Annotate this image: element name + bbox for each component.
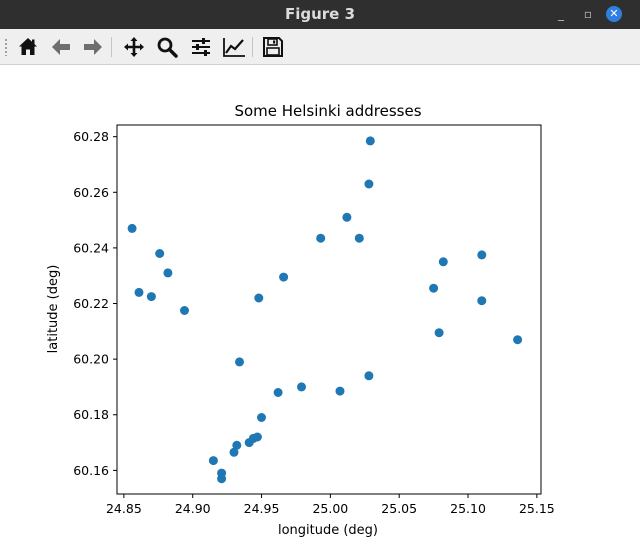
data-point [434, 328, 444, 338]
data-point [273, 388, 283, 397]
close-button[interactable]: ✕ [606, 6, 622, 22]
axes-frame [116, 124, 542, 495]
figure-canvas[interactable]: Some Helsinki addresses 24.85 24.90 24.95 2… [0, 66, 640, 547]
data-point [279, 272, 289, 282]
back-button[interactable] [48, 34, 74, 60]
back-arrow-icon [52, 39, 70, 55]
save-button[interactable] [260, 34, 286, 60]
y-axis: 60.16 60.18 60.20 60.22 60.24 60.26 60.28 [73, 129, 117, 478]
data-point [163, 268, 173, 278]
data-point [232, 440, 242, 450]
data-point [297, 382, 306, 392]
scatter-chart: Some Helsinki addresses 24.85 24.90 24.95 2… [46, 102, 555, 538]
data-point [316, 233, 326, 243]
data-point [477, 296, 487, 306]
window-titlebar: Figure 3 _ ▫ ✕ [0, 0, 640, 29]
y-tick-label: 60.18 [73, 407, 109, 422]
data-point [364, 371, 374, 381]
data-point [342, 212, 352, 222]
data-point [127, 223, 137, 233]
x-axis: 24.85 24.90 24.95 25.00 25.05 25.10 25.15 [106, 494, 555, 516]
x-tick-label: 24.90 [175, 501, 211, 516]
y-axis-label: latitude (deg) [46, 265, 61, 354]
data-point [208, 456, 218, 466]
data-point [180, 306, 189, 315]
data-point [364, 179, 374, 189]
data-point [438, 257, 448, 267]
x-tick-label: 25.15 [519, 501, 555, 516]
toolbar-separator [111, 37, 112, 57]
x-tick-label: 25.10 [450, 501, 486, 516]
navigation-toolbar [0, 29, 640, 65]
configure-subplots-icon [192, 38, 210, 56]
y-tick-label: 60.22 [73, 296, 109, 311]
data-point [134, 287, 144, 297]
data-point [257, 413, 266, 422]
data-point [365, 136, 375, 146]
data-point [354, 233, 364, 243]
data-point [146, 292, 156, 302]
data-point [252, 432, 262, 442]
data-point [235, 357, 244, 367]
x-tick-label: 24.95 [244, 501, 280, 516]
data-point [155, 249, 165, 258]
configure-subplots-button[interactable] [188, 34, 214, 60]
y-tick-label: 60.16 [73, 463, 109, 478]
forward-button[interactable] [80, 34, 106, 60]
x-tick-label: 25.05 [381, 501, 417, 516]
pan-button[interactable] [121, 34, 147, 60]
data-point [229, 447, 239, 457]
x-tick-label: 25.00 [312, 501, 348, 516]
forward-arrow-icon [84, 39, 102, 55]
y-tick-label: 60.28 [73, 129, 109, 144]
data-point [254, 293, 264, 303]
save-icon [263, 37, 283, 57]
data-point [217, 474, 227, 484]
chart-title: Some Helsinki addresses [234, 102, 421, 120]
home-icon [19, 38, 37, 55]
window-title: Figure 3 [284, 5, 356, 23]
y-tick-label: 60.26 [73, 185, 109, 200]
y-tick-label: 60.24 [73, 240, 109, 255]
minimize-button[interactable]: _ [558, 7, 564, 21]
y-tick-label: 60.20 [73, 352, 109, 367]
x-axis-label: longitude (deg) [278, 523, 378, 538]
maximize-button[interactable]: ▫ [583, 7, 593, 21]
edit-axis-button[interactable] [221, 34, 247, 60]
data-point [335, 386, 345, 396]
toolbar-grip[interactable] [4, 38, 8, 56]
data-point [513, 335, 523, 345]
data-points [127, 136, 523, 484]
toolbar-separator [252, 37, 253, 57]
home-button[interactable] [15, 34, 41, 60]
data-point [429, 283, 439, 293]
zoom-button[interactable] [154, 34, 180, 60]
pan-icon [124, 37, 144, 57]
x-tick-label: 24.85 [106, 501, 142, 516]
edit-axis-icon [223, 38, 245, 57]
zoom-icon [157, 37, 178, 58]
data-point [477, 250, 487, 260]
